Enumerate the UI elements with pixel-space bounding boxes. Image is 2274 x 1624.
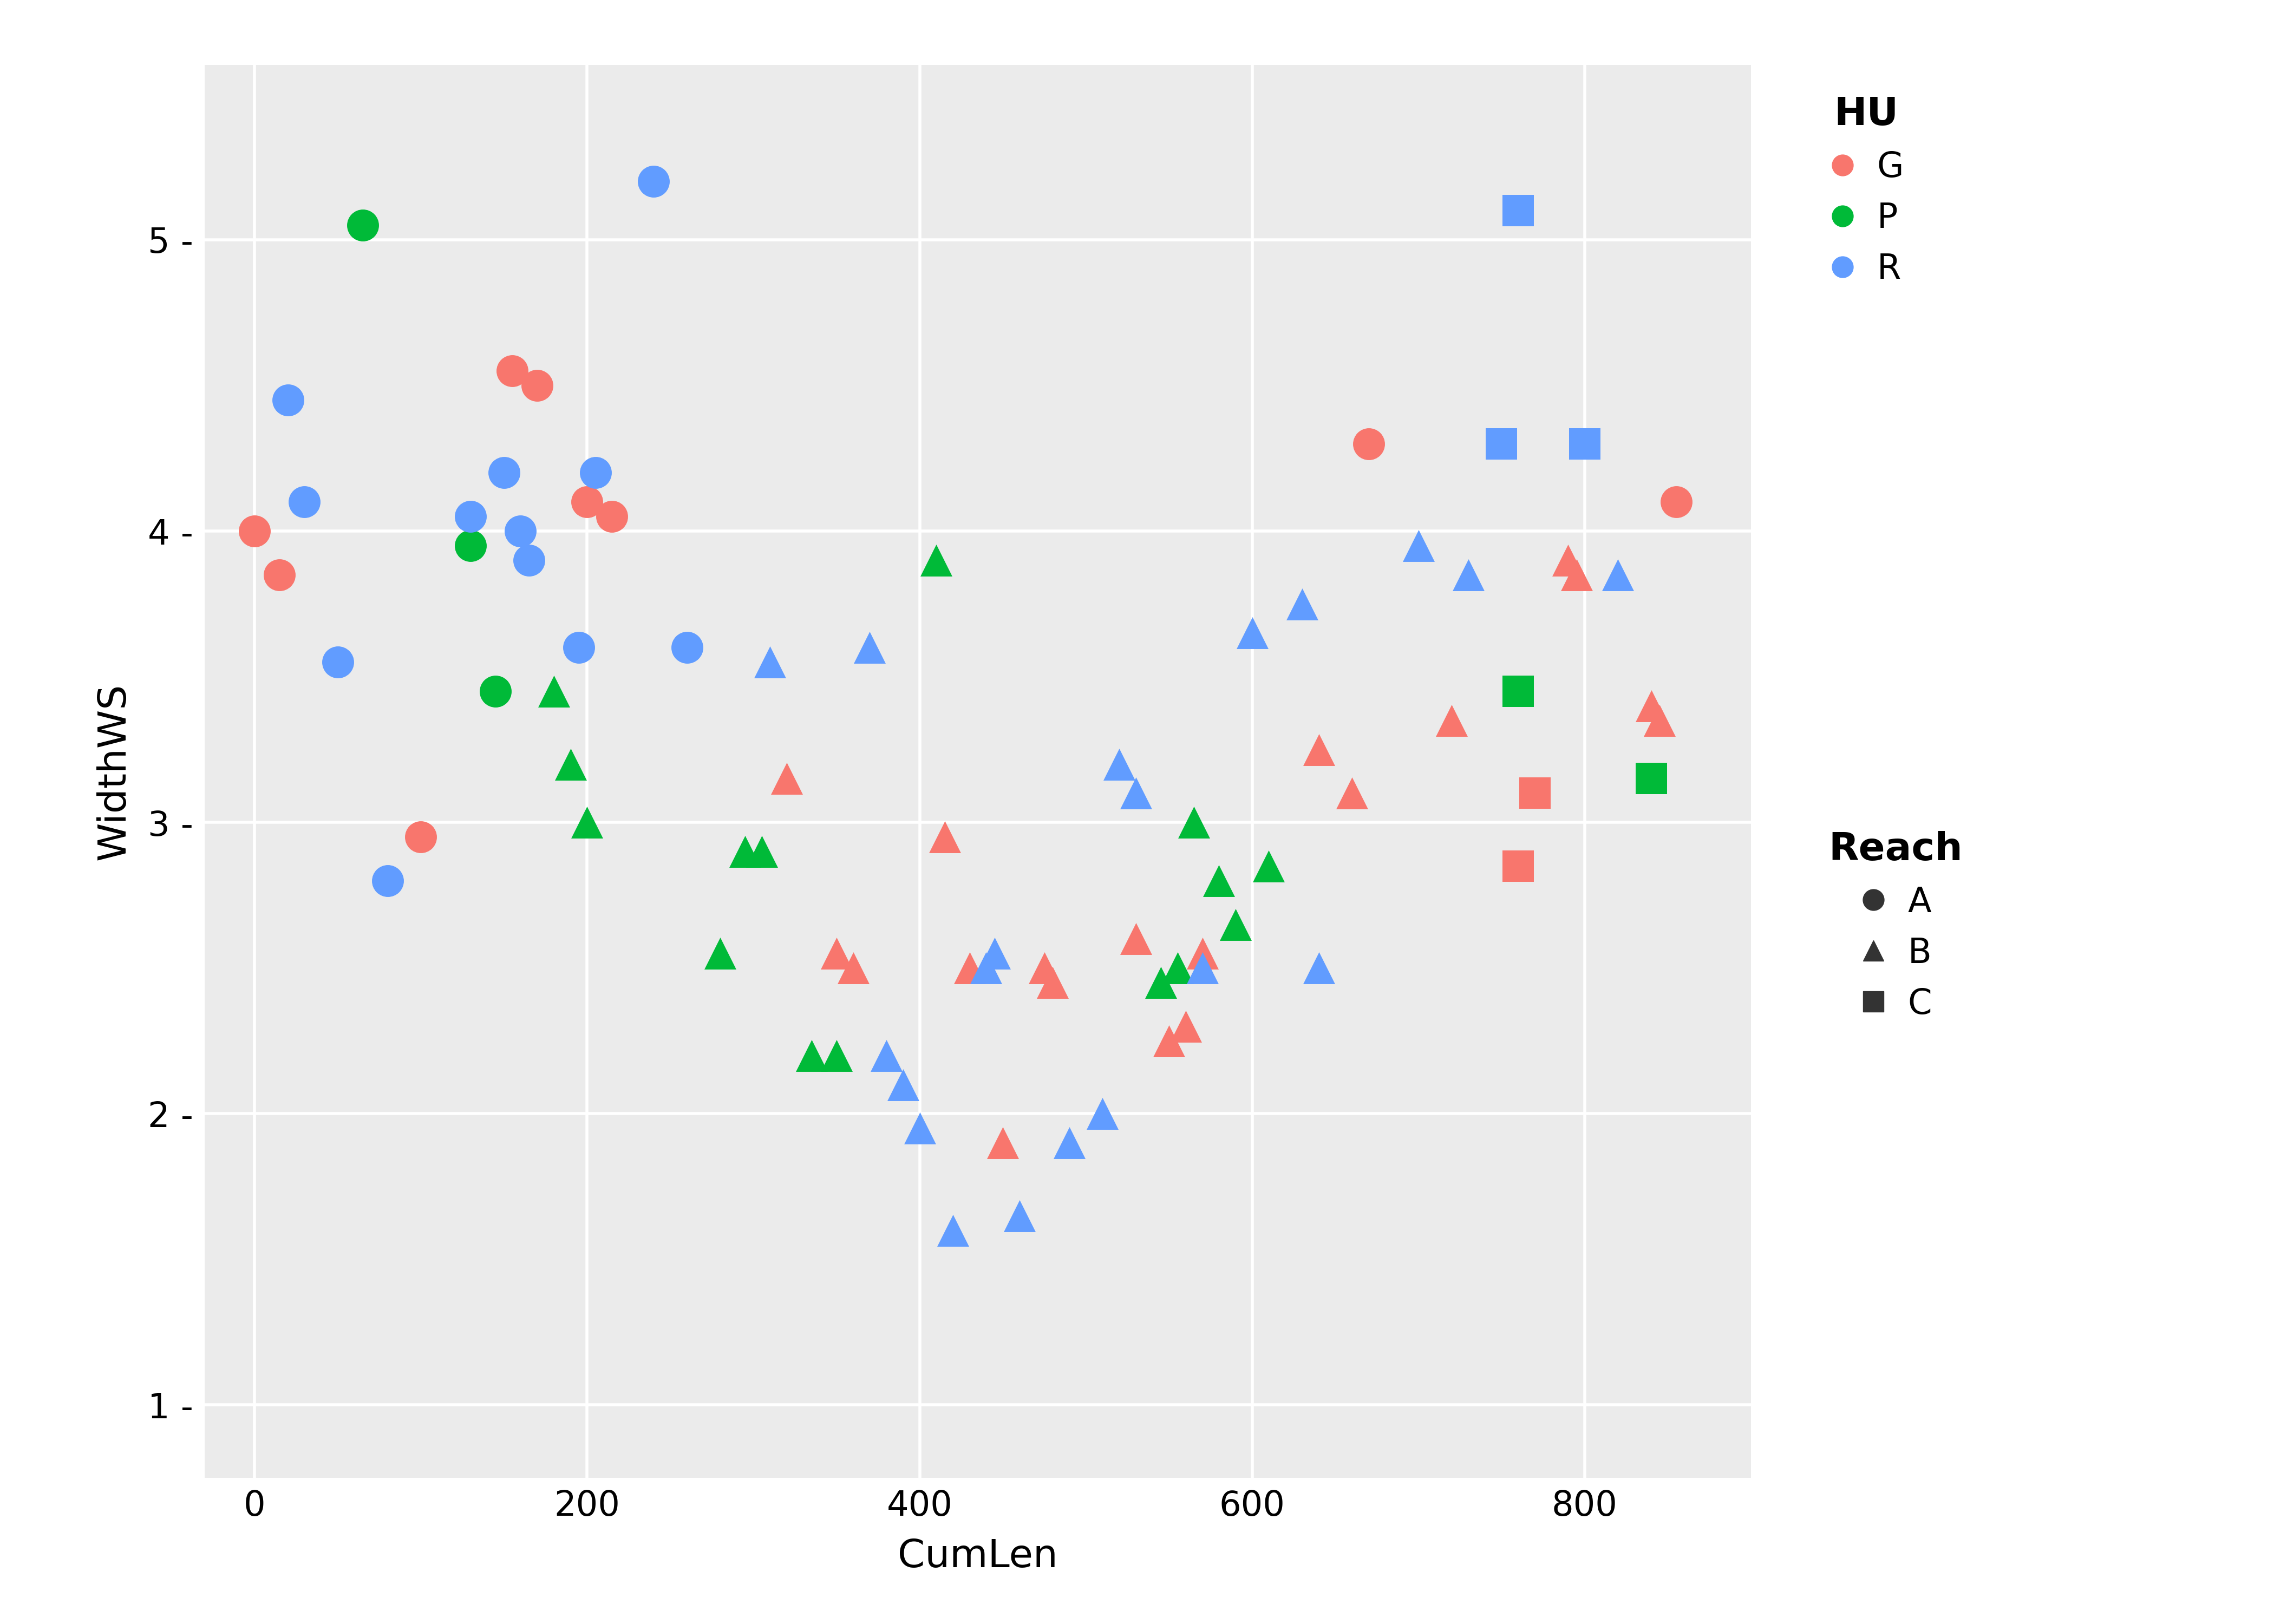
Point (553, 752, 589, 778)
X-axis label: CumLen: CumLen (898, 1538, 1057, 1575)
Point (1501, 853, 1537, 879)
Point (969, 955, 1005, 981)
Point (1176, 809, 1212, 835)
Point (1117, 780, 1153, 806)
Point (1501, 198, 1537, 224)
Point (985, 1130, 1021, 1156)
Point (1335, 780, 1371, 806)
Point (819, 1043, 855, 1069)
Point (1451, 562, 1487, 588)
Point (478, 679, 514, 705)
Point (1551, 547, 1587, 573)
Point (1101, 752, 1137, 778)
Point (1433, 708, 1469, 734)
Point (1567, 430, 1603, 456)
Point (537, 679, 573, 705)
Point (1501, 679, 1537, 705)
Point (1285, 591, 1321, 617)
Point (453, 533, 489, 559)
Point (236, 518, 273, 544)
Point (1160, 955, 1196, 981)
Point (769, 765, 805, 791)
Point (568, 809, 605, 835)
Point (951, 955, 987, 981)
Point (1167, 1013, 1203, 1039)
Point (669, 635, 705, 661)
Point (634, 169, 671, 195)
Point (1235, 620, 1271, 646)
Point (1026, 955, 1062, 981)
Point (1117, 926, 1153, 952)
Point (402, 823, 439, 849)
Point (935, 1218, 971, 1244)
Point (1051, 1130, 1087, 1156)
Point (1185, 955, 1221, 981)
Point (1151, 1028, 1187, 1054)
Point (819, 940, 855, 966)
Point (1085, 1101, 1121, 1127)
Point (1601, 562, 1637, 588)
Point (1633, 693, 1669, 719)
Point (1035, 970, 1071, 996)
Point (753, 650, 789, 676)
Point (487, 460, 523, 486)
Point (453, 503, 489, 529)
Point (368, 867, 405, 893)
Point (1642, 708, 1678, 734)
Point (578, 460, 614, 486)
Point (901, 1116, 937, 1142)
Point (976, 940, 1012, 966)
Point (512, 547, 548, 573)
Point (1483, 430, 1519, 456)
Point (1185, 940, 1221, 966)
Point (728, 838, 764, 864)
Point (518, 372, 555, 398)
Point (343, 213, 380, 239)
Point (1633, 765, 1669, 791)
Point (1217, 911, 1253, 937)
Point (1301, 737, 1337, 763)
Point (1301, 955, 1337, 981)
Y-axis label: WidthWS: WidthWS (96, 682, 132, 861)
Point (703, 940, 739, 966)
Point (1658, 489, 1694, 515)
Point (1201, 867, 1237, 893)
Point (287, 489, 323, 515)
Point (503, 518, 539, 544)
Point (744, 838, 780, 864)
Point (919, 547, 955, 573)
Point (562, 635, 598, 661)
Point (794, 1043, 830, 1069)
Point (493, 357, 530, 383)
Point (568, 489, 605, 515)
Point (271, 387, 307, 412)
Point (1517, 780, 1553, 806)
Point (262, 562, 298, 588)
Point (926, 823, 962, 849)
Point (885, 1072, 921, 1098)
Point (1142, 970, 1178, 996)
Point (1251, 853, 1287, 879)
Point (1001, 1203, 1037, 1229)
Point (594, 503, 630, 529)
Point (1558, 562, 1594, 588)
Point (318, 650, 355, 676)
Point (1351, 430, 1387, 456)
Point (850, 635, 887, 661)
Point (1401, 533, 1437, 559)
Point (869, 1043, 905, 1069)
Point (835, 955, 871, 981)
Legend: A, B, C: A, B, C (1815, 817, 1976, 1034)
